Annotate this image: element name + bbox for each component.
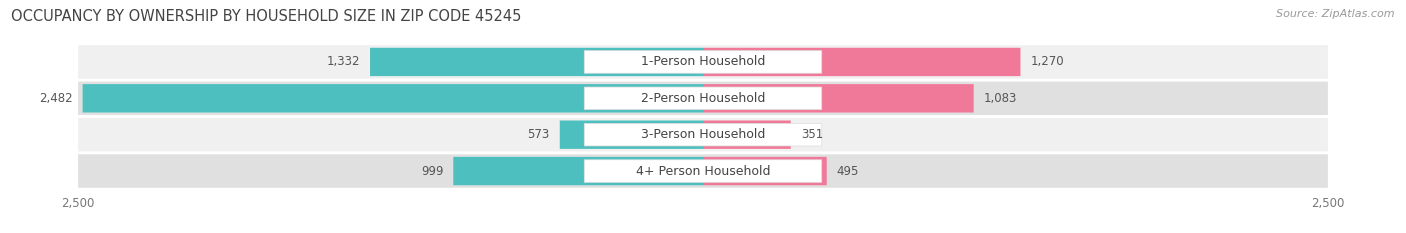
- FancyBboxPatch shape: [703, 48, 1021, 76]
- Text: 1,083: 1,083: [984, 92, 1017, 105]
- FancyBboxPatch shape: [585, 51, 821, 73]
- FancyBboxPatch shape: [703, 157, 827, 185]
- Text: 1,270: 1,270: [1031, 55, 1064, 69]
- Text: OCCUPANCY BY OWNERSHIP BY HOUSEHOLD SIZE IN ZIP CODE 45245: OCCUPANCY BY OWNERSHIP BY HOUSEHOLD SIZE…: [11, 9, 522, 24]
- FancyBboxPatch shape: [79, 118, 1327, 151]
- FancyBboxPatch shape: [585, 123, 821, 146]
- FancyBboxPatch shape: [370, 48, 703, 76]
- FancyBboxPatch shape: [79, 82, 1327, 115]
- FancyBboxPatch shape: [79, 45, 1327, 79]
- Text: 999: 999: [420, 164, 443, 178]
- FancyBboxPatch shape: [585, 160, 821, 182]
- FancyBboxPatch shape: [703, 120, 790, 149]
- Text: 1-Person Household: 1-Person Household: [641, 55, 765, 69]
- Text: 3-Person Household: 3-Person Household: [641, 128, 765, 141]
- FancyBboxPatch shape: [83, 84, 703, 113]
- FancyBboxPatch shape: [79, 154, 1327, 188]
- FancyBboxPatch shape: [585, 87, 821, 110]
- FancyBboxPatch shape: [560, 120, 703, 149]
- Text: 1,332: 1,332: [326, 55, 360, 69]
- Text: 2,482: 2,482: [39, 92, 73, 105]
- FancyBboxPatch shape: [453, 157, 703, 185]
- Text: 4+ Person Household: 4+ Person Household: [636, 164, 770, 178]
- Text: 495: 495: [837, 164, 859, 178]
- Text: 573: 573: [527, 128, 550, 141]
- FancyBboxPatch shape: [703, 84, 974, 113]
- Text: 351: 351: [801, 128, 823, 141]
- Text: 2-Person Household: 2-Person Household: [641, 92, 765, 105]
- Text: Source: ZipAtlas.com: Source: ZipAtlas.com: [1277, 9, 1395, 19]
